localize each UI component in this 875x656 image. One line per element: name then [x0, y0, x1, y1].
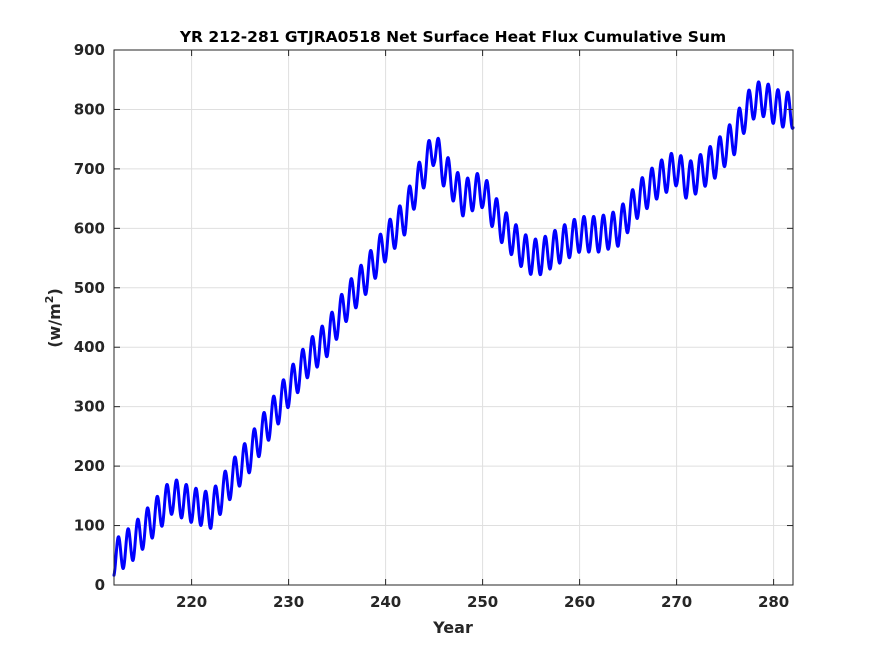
- x-tick-label: 280: [758, 593, 789, 611]
- y-tick-label: 600: [74, 219, 105, 237]
- y-tick-label: 500: [74, 279, 105, 297]
- x-tick-label: 240: [370, 593, 401, 611]
- y-tick-label: 100: [74, 517, 105, 535]
- plot-area: [114, 50, 793, 585]
- x-tick-label: 250: [467, 593, 498, 611]
- x-tick-label: 270: [661, 593, 692, 611]
- y-axis-label-base: (w/m: [45, 303, 64, 348]
- y-axis-label-close: ): [45, 288, 64, 295]
- x-tick-label: 220: [176, 593, 207, 611]
- y-tick-label: 800: [74, 100, 105, 118]
- y-tick-label: 300: [74, 398, 105, 416]
- series-line-0: [112, 80, 795, 577]
- x-tick-label: 230: [273, 593, 304, 611]
- plot-frame: [113, 49, 794, 586]
- y-tick-labels: 0 100 200 300 400 500 600 700 800 900: [74, 41, 105, 594]
- y-tick-label: 400: [74, 338, 105, 356]
- chart-title: YR 212-281 GTJRA0518 Net Surface Heat Fl…: [179, 28, 726, 46]
- y-tick-label: 900: [74, 41, 105, 59]
- series-layer: [112, 80, 795, 577]
- y-tick-label: 0: [95, 576, 105, 594]
- y-axis-label-superscript: 2: [43, 296, 56, 304]
- y-tick-label: 200: [74, 457, 105, 475]
- x-tick-label: 260: [564, 593, 595, 611]
- x-axis-label: Year: [432, 618, 473, 637]
- ticks: [114, 49, 793, 586]
- y-tick-label: 700: [74, 160, 105, 178]
- x-tick-labels: 220 230 240 250 260 270 280: [176, 593, 789, 611]
- y-axis-label: (w/m2): [43, 288, 64, 348]
